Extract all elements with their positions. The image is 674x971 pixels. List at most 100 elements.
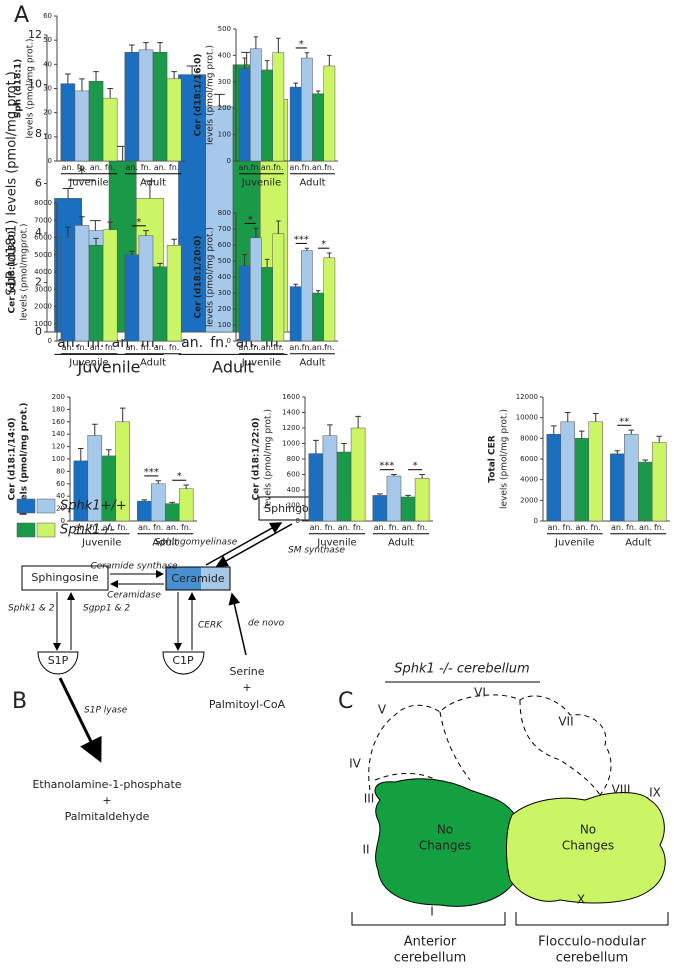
x-tick-label: Juvenile xyxy=(241,357,281,368)
bar-label: fn. xyxy=(417,523,427,532)
y-tick-label: 7000 xyxy=(34,216,52,224)
y-tick-label: 10 xyxy=(43,133,52,141)
y-axis-label: Sph (d18:1) xyxy=(14,59,24,119)
enzyme: Sphk1 & 2 xyxy=(8,604,55,614)
y-tick-label: 100 xyxy=(218,131,231,139)
bar xyxy=(651,442,667,522)
bar xyxy=(312,292,324,342)
bar-label: fn. xyxy=(90,523,100,532)
y-tick-label: 200 xyxy=(287,502,300,510)
error-bar xyxy=(93,71,99,82)
error-bar xyxy=(304,247,310,251)
y-axis-label: levels (pmol/mg prot.) xyxy=(264,409,274,509)
arrow xyxy=(228,592,247,656)
error-bar xyxy=(183,484,189,489)
error-bar xyxy=(564,412,571,422)
bar xyxy=(301,57,313,162)
bar xyxy=(323,65,336,162)
bar xyxy=(166,245,182,342)
enzyme: Sphingomyelinase xyxy=(155,538,238,548)
error-bar xyxy=(79,216,85,226)
legend-swatch xyxy=(36,522,56,538)
bar-label: an. xyxy=(238,163,251,172)
sig-label: * xyxy=(321,239,326,250)
bar-label: an. xyxy=(102,523,115,532)
bar-label: fn. xyxy=(251,343,261,352)
bar xyxy=(272,233,285,342)
bar-label: an. xyxy=(312,163,325,172)
sig-label: * xyxy=(78,163,86,182)
y-tick-label: 0 xyxy=(227,337,231,345)
region-label: Changes xyxy=(562,839,614,853)
bar-label: fn. xyxy=(273,343,283,352)
enzyme: CERK xyxy=(198,621,223,631)
y-tick-label: 60 xyxy=(56,480,65,488)
bar-label: fn. xyxy=(325,523,335,532)
y-axis-label: levels (pmol/mgprot.) xyxy=(20,223,30,320)
diagram-title: Sphk1 -/- cerebellum xyxy=(394,662,529,677)
error-bar xyxy=(614,450,621,454)
bar xyxy=(88,81,104,162)
error-bar xyxy=(144,180,156,199)
lobe-outline xyxy=(368,694,612,796)
error-bar xyxy=(105,449,112,456)
enzyme: Sgpp1 & 2 xyxy=(83,604,130,614)
bar xyxy=(610,453,625,522)
bar xyxy=(88,245,104,342)
y-tick-label: 0 xyxy=(227,157,231,165)
y-tick-label: 180 xyxy=(52,405,65,413)
y-tick-label: 160 xyxy=(52,418,65,426)
bar-label: fn. xyxy=(169,163,179,172)
x-tick-label: Juvenile xyxy=(241,177,281,188)
bar-label: an. xyxy=(62,163,75,172)
bar-label: fn. xyxy=(324,163,334,172)
y-tick-label: 12 xyxy=(28,28,42,41)
y-tick-label: 0 xyxy=(35,325,42,338)
bar-label: fn. xyxy=(251,163,261,172)
sig-label: * xyxy=(248,214,253,225)
error-bar xyxy=(143,230,149,236)
error-bar xyxy=(141,499,148,502)
y-axis-label: Cer (d18:1/22:0) xyxy=(252,417,262,500)
y-axis-label: levels (pmol/mg prot.) xyxy=(26,39,36,139)
bar-label: an. xyxy=(62,343,75,352)
bar-label: an. xyxy=(181,335,203,351)
substrate: Palmitoyl-CoA xyxy=(209,698,286,711)
error-bar xyxy=(62,187,74,199)
bar xyxy=(289,286,302,342)
error-bar xyxy=(242,57,247,69)
substrate: Serine xyxy=(229,665,264,678)
bar-label: fn. xyxy=(273,163,283,172)
y-tick-label: 20 xyxy=(43,109,52,117)
sig-label: *** xyxy=(379,461,394,472)
bar xyxy=(323,257,336,342)
error-bar xyxy=(129,44,135,53)
sig-label: * xyxy=(299,39,304,50)
bar-label: fn. xyxy=(153,523,163,532)
bar-label: fn. xyxy=(141,163,151,172)
error-bar xyxy=(578,430,585,439)
product: + xyxy=(102,794,111,807)
y-tick-label: 100 xyxy=(52,455,65,463)
error-bar xyxy=(327,252,332,258)
x-tick-label: Adult xyxy=(625,537,651,548)
y-tick-label: 140 xyxy=(52,430,65,438)
bar xyxy=(60,83,76,162)
bar-label: an. xyxy=(312,343,325,352)
bar-label: fn. xyxy=(654,523,664,532)
y-tick-label: 4000 xyxy=(34,268,52,276)
bar xyxy=(372,495,388,522)
y-tick-label: 12000 xyxy=(516,393,538,401)
bar-label: an. xyxy=(90,343,103,352)
bar xyxy=(638,461,653,522)
nodular-region xyxy=(505,792,666,904)
error-bar xyxy=(304,52,310,59)
error-bar xyxy=(129,250,135,255)
error-bar xyxy=(315,290,321,293)
bar xyxy=(301,250,313,342)
bar xyxy=(124,254,140,342)
x-tick-label: Adult xyxy=(299,177,325,188)
panel-label: C xyxy=(338,689,353,714)
x-tick-label: Adult xyxy=(388,537,414,548)
lobe-label: VII xyxy=(558,715,573,729)
